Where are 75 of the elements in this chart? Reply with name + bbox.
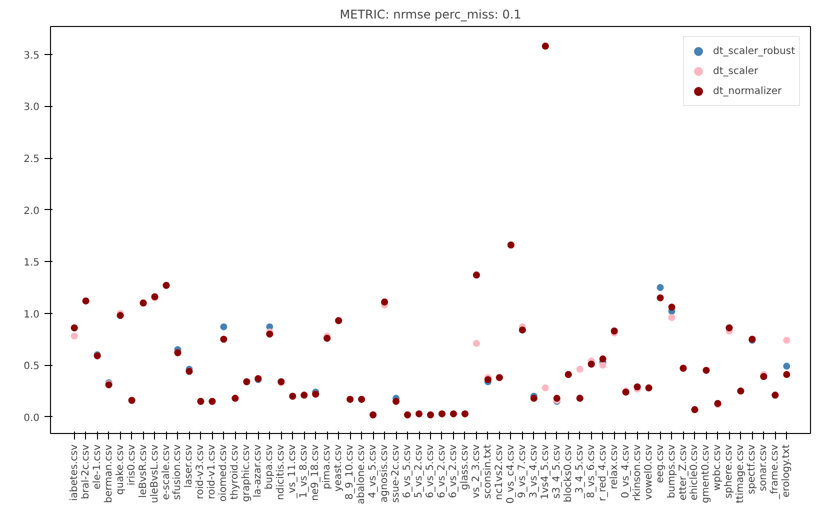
x-tick-label: 9_vs_7.csv — [516, 444, 528, 498]
y-tick-label: 2.0 — [24, 206, 40, 217]
x-tick-label: ne9_18.csv — [310, 444, 322, 501]
x-tick-label: laser.csv — [184, 444, 195, 488]
x-tick-label: bral-2c.csv — [80, 444, 92, 500]
x-tick-label: erology.txt — [781, 444, 792, 498]
x-tick-label: vs_2_3.csv — [470, 444, 482, 498]
x-tick-label: _frame.csv — [770, 444, 781, 500]
x-tick-label: 5_vs_2.csv — [414, 444, 425, 498]
x-tick-label: _3_4_5.csv — [574, 444, 586, 500]
x-tick-label: abalone.csv — [356, 444, 368, 504]
x-tick-label: 6_vs_2.csv — [448, 444, 459, 498]
x-tick-label: relax.csv — [608, 444, 620, 490]
x-tick-label: gment0.csv — [700, 444, 712, 504]
x-tick-label: yeast.csv — [333, 444, 344, 492]
x-tick-label: leBvsR.csv — [138, 444, 149, 498]
x-tick-label: 8_vs_6.csv — [586, 444, 597, 498]
x-tick-label: bumps.csv — [666, 444, 678, 498]
x-tick-label: 6_vs_5.csv — [402, 444, 414, 498]
x-tick-label: la-azar.csv — [252, 444, 264, 498]
chart-title: METRIC: nrmse perc_miss: 0.1 — [340, 8, 522, 22]
x-tick-label: nc1vs2.csv — [494, 444, 505, 500]
legend-label: dt_scaler_robust — [713, 46, 795, 56]
x-tick-label: sfusion.csv — [172, 444, 184, 500]
legend-label: dt_scaler — [713, 66, 758, 76]
y-tick-label: 2.5 — [24, 154, 40, 166]
x-tick-label: berman.csv — [103, 444, 114, 503]
x-tick-label: 0_vs_4.csv — [620, 444, 632, 498]
x-tick-label: glass.csv — [459, 444, 470, 490]
x-tick-label: 1vs4_5.csv — [540, 444, 551, 500]
x-tick-label: wpbc.csv — [712, 444, 724, 491]
y-tick-label: 1.5 — [24, 258, 40, 269]
x-tick-label: iabetes.csv — [68, 444, 80, 501]
y-tick-label: 3.0 — [24, 102, 40, 114]
x-tick-label: roid-v1.csv — [206, 444, 218, 500]
x-tick-label: bupa.csv — [264, 444, 276, 490]
x-tick-label: agnosis.csv — [379, 444, 390, 502]
x-tick-label: ele-1.csv — [92, 444, 103, 490]
x-tick-label: etter_Z.csv — [678, 444, 689, 500]
x-tick-label: sonar.csv — [758, 444, 770, 492]
x-tick-label: _vs_11.csv — [287, 444, 298, 500]
x-tick-label: ssue-2c.csv — [390, 444, 402, 503]
x-tick-label: r_red_4.csv — [597, 444, 608, 502]
x-tick-label: ehicle0.csv — [689, 444, 700, 500]
x-tick-label: sconsin.txt — [482, 444, 494, 499]
x-tick-label: ttimage.csv — [735, 444, 746, 504]
x-tick-label: eeg.csv — [654, 444, 666, 483]
legend-label: dt_normalizer — [713, 86, 782, 96]
x-tick-label: spectf.csv — [746, 444, 758, 494]
y-tick-label: 1.0 — [24, 309, 40, 320]
x-tick-label: blocks0.csv — [562, 444, 574, 502]
x-tick-label: graphic.csv — [241, 444, 252, 502]
x-tick-label: 6_vs_2.csv — [436, 444, 448, 498]
x-tick-label: rkinson.csv — [632, 444, 643, 501]
x-tick-label: e-scale.csv — [160, 444, 172, 500]
x-tick-label: s3_4_5.csv — [551, 444, 562, 499]
x-tick-label: 4_vs_5.csv — [368, 444, 379, 498]
x-tick-label: oiomed.csv — [218, 444, 230, 502]
x-tick-label: 3_vs_4.csv — [528, 444, 540, 498]
x-tick-label: vowel0.csv — [643, 444, 654, 500]
x-tick-label: sphere.csv — [724, 444, 735, 498]
x-tick-label: 6_vs_5.csv — [425, 444, 436, 498]
x-tick-label: pima.csv — [322, 444, 333, 490]
x-tick-label: uleBvsL.csv — [149, 444, 160, 504]
x-tick-label: ndicitis.csv — [276, 444, 287, 500]
x-tick-label: thyroid.csv — [230, 444, 241, 500]
y-tick-label: 3.5 — [24, 50, 40, 62]
x-tick-label: iris0.csv — [126, 444, 138, 486]
x-tick-label: 8_9_10.csv — [344, 444, 356, 500]
x-tick-label: 1_vs_8.csv — [298, 444, 310, 498]
y-tick-label: 0.0 — [24, 412, 40, 424]
x-tick-label: quake.csv — [114, 444, 126, 495]
y-tick-label: 0.5 — [24, 361, 40, 372]
x-tick-label: 0_vs_c4.csv — [505, 444, 516, 504]
x-tick-label: roid-v3.csv — [195, 444, 206, 500]
